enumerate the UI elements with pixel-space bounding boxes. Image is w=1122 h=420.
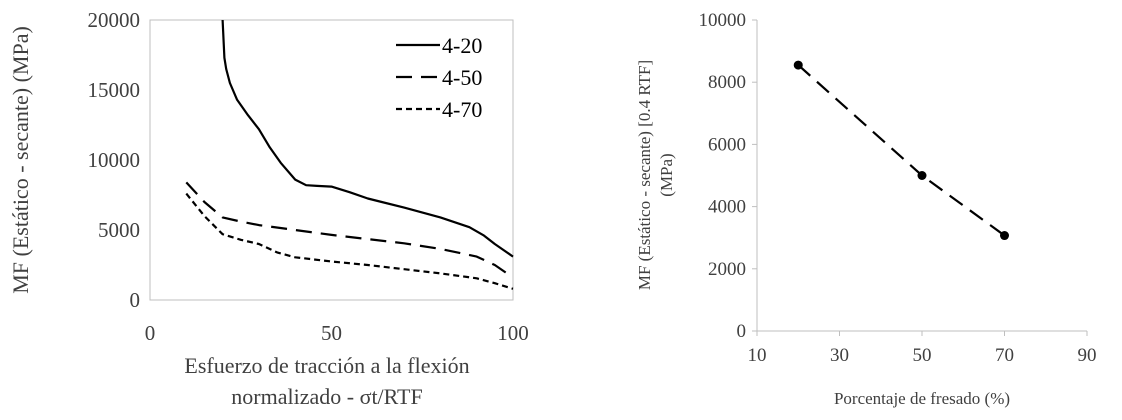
y-tick-label: 10000 — [88, 148, 141, 172]
y-tick-label: 5000 — [98, 218, 140, 242]
x-tick-label: 50 — [913, 345, 932, 366]
x-tick-label: 0 — [145, 321, 156, 345]
legend-label-4-50: 4-50 — [442, 65, 482, 90]
x-tick-label: 90 — [1078, 345, 1097, 366]
legend-label-4-70: 4-70 — [442, 97, 482, 122]
x-tick-label: 100 — [497, 321, 529, 345]
y-tick-label: 0 — [130, 288, 141, 312]
series-line-4-70 — [185, 192, 514, 290]
x-axis-label-line1: Esfuerzo de tracción a la flexión — [184, 353, 469, 378]
chart-right: 0 2000 4000 6000 8000 10000 10 30 50 70 90 Porcenta… — [635, 10, 1097, 408]
x-tick-label: 70 — [995, 345, 1014, 366]
y-tick-label: 15000 — [88, 78, 141, 102]
x-tick-label: 50 — [321, 321, 342, 345]
y-tick-label: 10000 — [699, 10, 747, 31]
series-line — [797, 64, 1006, 237]
y-tick-label: 20000 — [88, 8, 141, 32]
plot-frame — [149, 19, 514, 301]
y-axis-label-line1: MF (Estático - secante) [0.4 RTF] — [635, 60, 654, 290]
x-tick-label: 30 — [830, 345, 849, 366]
y-axis-label-line2: (MPa) — [657, 153, 676, 196]
chart-left: 0 5000 10000 15000 20000 0 50 100 Esfuerzo de tr… — [8, 8, 529, 409]
data-point — [1000, 231, 1009, 241]
series-line-4-50 — [185, 181, 514, 279]
x-tick-label: 10 — [748, 345, 767, 366]
legend-label-4-20: 4-20 — [442, 33, 482, 58]
y-axis-label: MF (Estático - secante) (MPa) — [8, 26, 33, 294]
y-tick-label: 6000 — [708, 134, 746, 155]
y-tick-label: 8000 — [708, 72, 746, 93]
y-tick-label: 4000 — [708, 197, 746, 218]
x-axis-label: Porcentaje de fresado (%) — [834, 389, 1010, 408]
x-axis-label-line2: normalizado - σt/RTF — [231, 384, 422, 409]
series-line-4-20 — [221, 19, 514, 258]
data-point — [793, 60, 803, 70]
y-tick-label: 2000 — [708, 259, 746, 280]
y-tick-label: 0 — [737, 321, 747, 342]
data-point — [917, 171, 927, 180]
